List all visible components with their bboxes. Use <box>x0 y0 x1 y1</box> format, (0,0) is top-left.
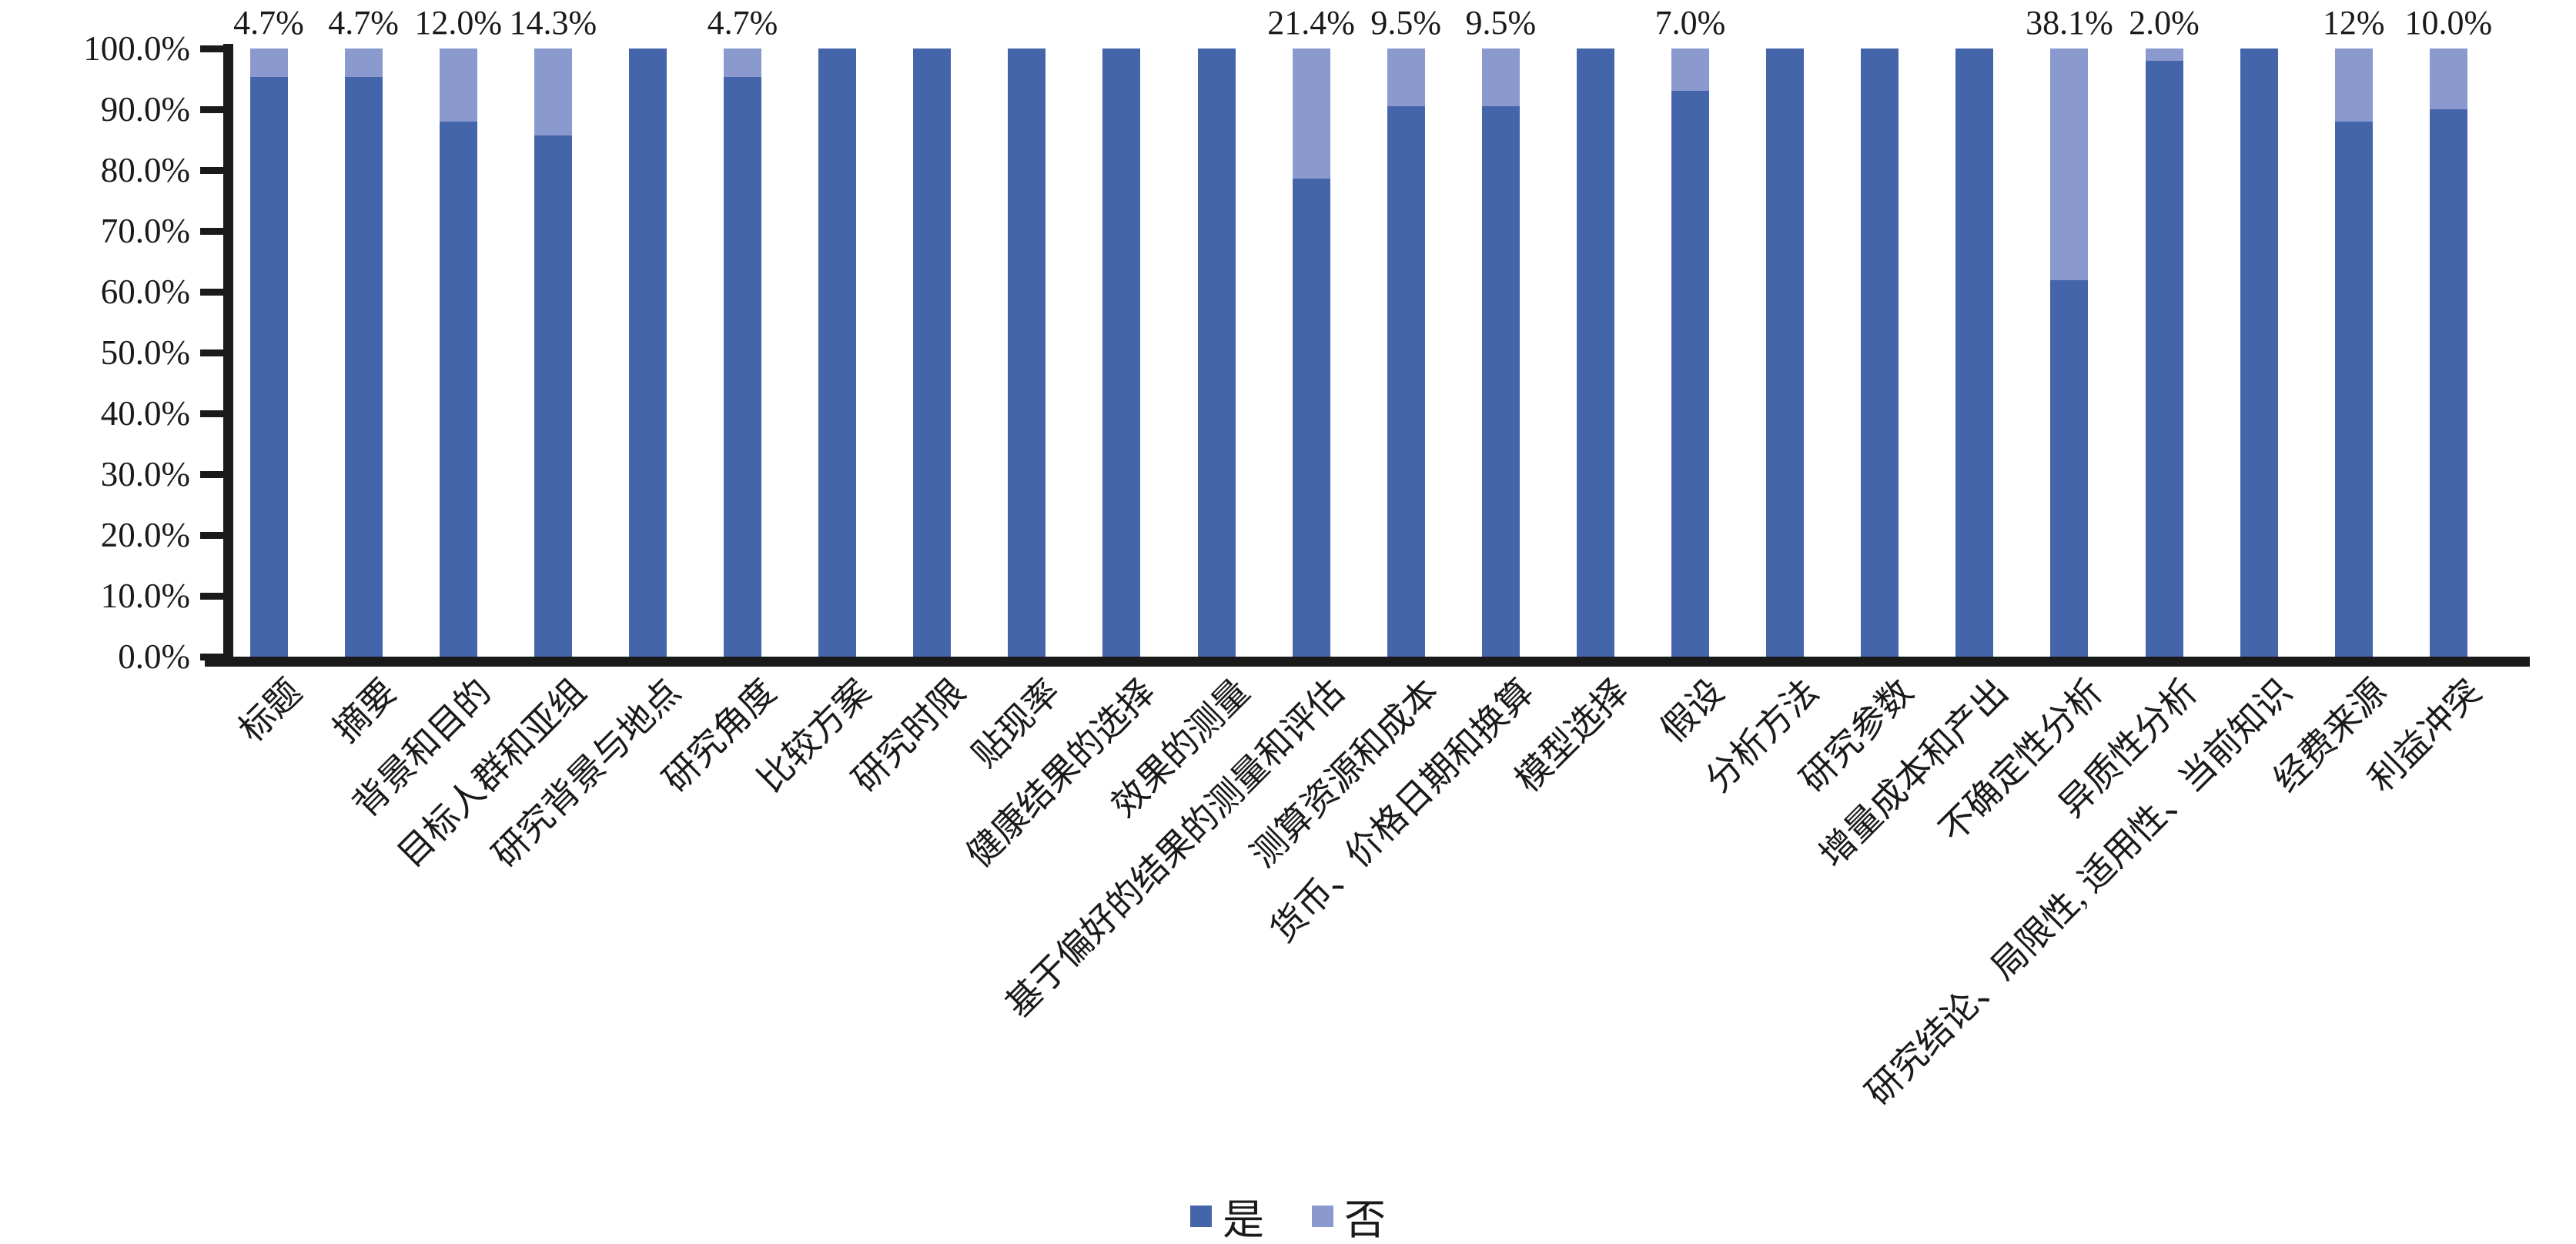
bar-segment-yes <box>2334 121 2373 657</box>
y-axis-tick-mark <box>200 532 225 539</box>
bar-segment-no <box>2429 48 2467 109</box>
bar-segment-yes <box>1766 48 1805 657</box>
bar-value-label: 12% <box>2322 4 2385 42</box>
legend-swatch-no-icon <box>1312 1205 1333 1227</box>
bar-value-label: 21.4% <box>1267 4 1355 42</box>
bar-segment-no <box>1292 48 1330 179</box>
x-axis-category-label: 摘要 <box>326 671 404 750</box>
y-axis-tick-label: 90.0% <box>100 90 190 129</box>
bar-segment-yes <box>2050 279 2089 657</box>
bar-segment-no <box>2050 48 2089 280</box>
y-axis-tick-mark <box>200 106 225 113</box>
legend-item-no: 否 <box>1312 1185 1386 1244</box>
bar-segment-yes <box>1481 106 1520 657</box>
bar-segment-no <box>1387 48 1425 107</box>
bar-value-label: 4.7% <box>707 4 778 42</box>
legend-item-yes: 是 <box>1190 1185 1264 1244</box>
bar-value-label: 9.5% <box>1370 4 1442 42</box>
bar-value-label: 38.1% <box>2026 4 2113 42</box>
bar-segment-yes <box>1861 48 1899 657</box>
y-axis-tick-label: 20.0% <box>100 516 190 554</box>
bar-segment-yes <box>1292 179 1330 657</box>
y-axis-tick-mark <box>200 228 225 235</box>
y-axis-tick-mark <box>200 471 225 478</box>
bar-segment-yes <box>249 77 288 657</box>
bar-value-label: 9.5% <box>1465 4 1537 42</box>
y-axis-tick-mark <box>200 349 225 356</box>
bar-segment-yes <box>2145 60 2183 657</box>
legend-swatch-yes-icon <box>1190 1205 1212 1227</box>
y-axis-tick-mark <box>200 289 225 296</box>
bar-segment-yes <box>818 48 857 657</box>
bar-segment-no <box>724 48 761 78</box>
bar-segment-yes <box>1671 91 1709 657</box>
y-axis-tick-label: 100.0% <box>83 29 190 68</box>
bar-segment-yes <box>1576 48 1614 657</box>
bar-value-label: 7.0% <box>1654 4 1726 42</box>
legend: 是 否 <box>0 1185 2576 1244</box>
bar-segment-no <box>2334 48 2373 122</box>
x-axis-category-label: 假设 <box>1653 671 1731 750</box>
y-axis-tick-label: 0.0% <box>118 637 190 676</box>
bar-segment-yes <box>2429 109 2467 657</box>
bar-segment-yes <box>1008 48 1046 657</box>
bar-value-label: 4.7% <box>328 4 399 42</box>
bar-segment-no <box>344 48 383 78</box>
y-axis-line <box>223 44 233 667</box>
bar-segment-yes <box>1387 106 1425 657</box>
bar-segment-no <box>249 48 288 78</box>
y-axis-tick-label: 70.0% <box>100 212 190 250</box>
bar-segment-yes <box>439 121 477 657</box>
bar-value-label: 10.0% <box>2404 4 2493 42</box>
bar-segment-no <box>1671 48 1709 92</box>
bar-segment-no <box>1481 48 1520 107</box>
bar-segment-yes <box>1955 48 1994 657</box>
bar-segment-yes <box>2240 48 2278 657</box>
y-axis-tick-label: 10.0% <box>100 577 190 615</box>
y-axis-tick-mark <box>200 167 225 174</box>
bar-segment-no <box>534 48 572 135</box>
x-axis-line <box>205 657 2530 667</box>
y-axis-tick-label: 80.0% <box>100 151 190 189</box>
bar-segment-yes <box>1197 48 1236 657</box>
bar-value-label: 2.0% <box>2129 4 2200 42</box>
legend-label-yes: 是 <box>1223 1197 1264 1243</box>
bar-segment-yes <box>913 48 952 657</box>
bar-segment-yes <box>344 77 383 657</box>
y-axis-tick-label: 40.0% <box>100 394 190 433</box>
y-axis-tick-label: 60.0% <box>100 273 190 311</box>
bar-segment-yes <box>724 77 761 657</box>
legend-label-no: 否 <box>1344 1197 1386 1243</box>
bar-segment-no <box>2145 48 2183 61</box>
bar-segment-yes <box>628 48 667 657</box>
y-axis-tick-label: 50.0% <box>100 333 190 372</box>
y-axis-tick-label: 30.0% <box>100 455 190 493</box>
x-axis-category-label: 标题 <box>231 671 309 750</box>
bar-value-label: 12.0% <box>414 4 503 42</box>
bar-segment-yes <box>1102 48 1141 657</box>
bar-segment-no <box>439 48 477 122</box>
bar-segment-yes <box>534 135 572 657</box>
bar-value-label: 14.3% <box>509 4 597 42</box>
y-axis-tick-mark <box>200 410 225 417</box>
y-axis-tick-mark <box>200 45 225 52</box>
bar-value-label: 4.7% <box>233 4 304 42</box>
y-axis-tick-mark <box>200 593 225 600</box>
